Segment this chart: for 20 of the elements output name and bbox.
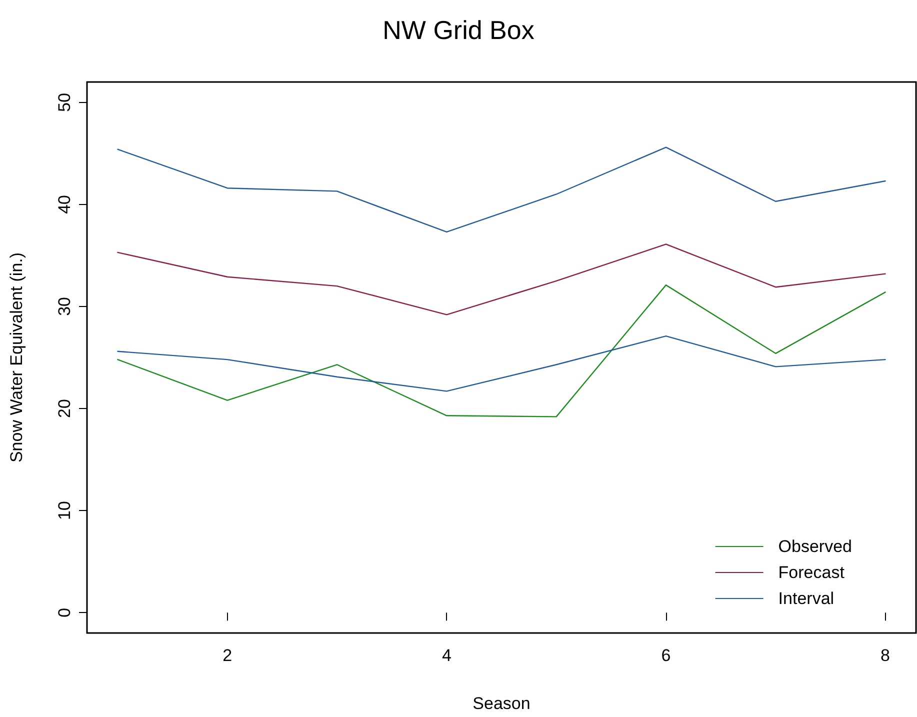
y-tick-label: 40 [55, 194, 74, 214]
line-series [117, 284, 886, 418]
legend-label: Observed [778, 537, 852, 556]
y-tick-label: 20 [55, 399, 74, 418]
line-series [117, 335, 886, 392]
y-axis-title: Snow Water Equivalent (in.) [7, 252, 26, 463]
x-tick-label: 8 [880, 646, 890, 665]
y-tick-label: 0 [55, 608, 74, 618]
x-axis-title: Season [472, 694, 530, 713]
line-series [117, 244, 886, 316]
y-tick-label: 10 [55, 501, 74, 520]
line-series [117, 146, 886, 233]
x-tick-label: 4 [442, 646, 452, 665]
chart-title: NW Grid Box [382, 15, 534, 45]
y-tick-label: 50 [55, 92, 74, 112]
legend-label: Forecast [778, 563, 845, 582]
x-tick-label: 2 [222, 646, 232, 665]
x-tick-label: 6 [661, 646, 671, 665]
legend-label: Interval [778, 589, 834, 608]
y-tick-label: 30 [55, 297, 74, 316]
